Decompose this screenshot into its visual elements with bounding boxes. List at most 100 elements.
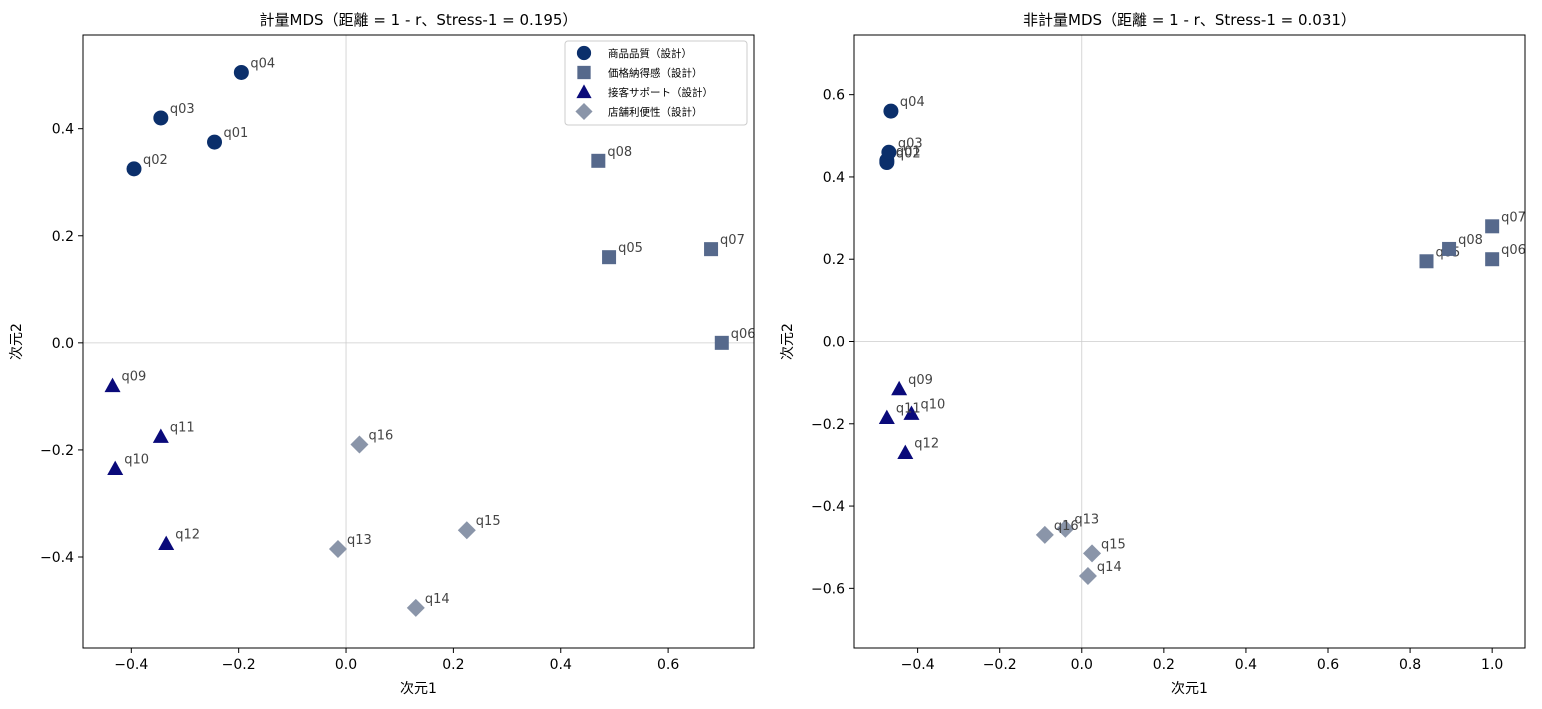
- data-point-q14: [406, 598, 425, 617]
- data-point-q09: [104, 377, 121, 393]
- data-point-q03: [881, 144, 897, 160]
- data-point-q04: [233, 64, 249, 80]
- x-tick-label: −0.4: [114, 657, 148, 673]
- chart-title: 計量MDS（距離 = 1 - r、Stress-1 = 0.195）: [260, 11, 578, 29]
- point-label-q03: q03: [898, 136, 923, 151]
- x-tick-label: 0.4: [550, 657, 572, 673]
- data-point-q16: [1035, 525, 1054, 544]
- y-tick-label: 0.2: [823, 252, 845, 268]
- x-tick-label: 0.0: [335, 657, 357, 673]
- data-point-q10: [107, 460, 124, 476]
- x-axis-label: 次元1: [400, 681, 437, 697]
- point-label-q15: q15: [1101, 537, 1126, 552]
- data-point-q02: [126, 161, 142, 177]
- point-label-q08: q08: [1458, 233, 1483, 248]
- data-point-q08: [591, 153, 606, 168]
- y-tick-label: 0.0: [52, 336, 74, 352]
- data-point-q14: [1078, 567, 1097, 586]
- point-label-q10: q10: [920, 397, 945, 412]
- data-point-q11: [878, 409, 895, 425]
- point-label-q04: q04: [250, 56, 275, 71]
- point-label-q11: q11: [896, 402, 921, 417]
- data-point-q06: [714, 335, 729, 350]
- mds-panel-2: −0.4 −0.2 0.0 0.2 0.4 0.6 0.8 1.0 −0.6 −0.4 −0.2 0.…: [780, 11, 1526, 697]
- y-tick-label: −0.4: [40, 550, 74, 566]
- point-label-q14: q14: [425, 592, 450, 607]
- point-label-q02: q02: [896, 147, 921, 162]
- point-label-q13: q13: [1074, 513, 1099, 528]
- x-tick-label: 0.0: [1071, 657, 1093, 673]
- data-point-q08: [1442, 241, 1457, 256]
- point-label-q09: q09: [908, 373, 933, 388]
- y-tick-label: 0.2: [52, 229, 74, 245]
- point-label-q12: q12: [175, 528, 200, 543]
- data-point-q01: [207, 134, 223, 150]
- point-label-q07: q07: [1501, 210, 1526, 225]
- point-label-q06: q06: [1501, 243, 1526, 258]
- y-tick-label: 0.4: [52, 122, 74, 138]
- point-label-q04: q04: [900, 95, 925, 110]
- point-label-q12: q12: [914, 437, 939, 452]
- x-axis-label: 次元1: [1171, 681, 1208, 697]
- data-point-q15: [457, 521, 476, 540]
- x-tick-label: 0.6: [657, 657, 679, 673]
- point-label-q16: q16: [368, 429, 393, 444]
- legend-entry-4: 店舗利便性（設計）: [608, 106, 703, 119]
- data-point-q05: [1419, 254, 1434, 269]
- x-tick-label: 1.0: [1481, 657, 1503, 673]
- x-tick-label: 0.4: [1235, 657, 1257, 673]
- x-tick-label: −0.2: [222, 657, 256, 673]
- y-tick-label: −0.4: [811, 499, 845, 515]
- data-point-q06: [1485, 252, 1500, 267]
- x-tick-label: −0.2: [983, 657, 1017, 673]
- point-label-q10: q10: [124, 453, 149, 468]
- data-point-q05: [602, 250, 617, 265]
- data-point-q12: [897, 444, 914, 459]
- data-point-q07: [1485, 219, 1500, 234]
- y-tick-label: 0.0: [823, 335, 845, 351]
- point-label-q01: q01: [224, 126, 249, 141]
- data-point-q11: [152, 428, 169, 443]
- y-axis-label: 次元2: [9, 323, 25, 360]
- legend-marker-3: [576, 84, 592, 99]
- chart-title: 非計量MDS（距離 = 1 - r、Stress-1 = 0.031）: [1023, 11, 1356, 29]
- y-tick-label: 0.6: [823, 88, 845, 104]
- point-label-q15: q15: [476, 514, 501, 529]
- legend-box: [564, 40, 748, 126]
- point-label-q07: q07: [720, 233, 745, 248]
- point-label-q02: q02: [143, 153, 168, 168]
- data-point-q13: [1056, 519, 1075, 538]
- y-tick-label: −0.2: [811, 417, 845, 433]
- x-tick-label: 0.2: [442, 657, 464, 673]
- legend-marker-4: [575, 102, 593, 121]
- plot-frame: [853, 34, 1526, 649]
- x-tick-label: 0.2: [1153, 657, 1175, 673]
- x-tick-label: 0.8: [1399, 657, 1421, 673]
- point-label-q06: q06: [731, 327, 756, 342]
- data-point-q15: [1083, 544, 1102, 563]
- data-point-q13: [328, 539, 347, 558]
- point-label-q11: q11: [170, 421, 195, 436]
- y-axis-label: 次元2: [780, 323, 796, 360]
- x-tick-label: −0.4: [901, 657, 935, 673]
- point-label-q09: q09: [122, 370, 147, 385]
- data-point-q12: [158, 535, 175, 551]
- point-label-q05: q05: [618, 241, 643, 256]
- data-point-q16: [350, 435, 369, 454]
- y-tick-label: −0.6: [811, 581, 845, 597]
- point-label-q03: q03: [170, 102, 195, 117]
- data-point-q10: [903, 405, 920, 420]
- legend-marker-2: [577, 65, 591, 80]
- data-point-q07: [704, 242, 719, 257]
- data-point-q04: [883, 103, 899, 119]
- legend-entry-2: 価格納得感（設計）: [608, 67, 703, 80]
- plot-frame: [82, 34, 755, 649]
- y-tick-label: 0.4: [823, 170, 845, 186]
- y-tick-label: −0.2: [40, 443, 74, 459]
- point-label-q14: q14: [1097, 560, 1122, 575]
- data-point-q09: [891, 380, 908, 396]
- legend-entry-1: 商品品質（設計）: [608, 47, 692, 60]
- mds-panel-1: −0.4 −0.2 0.0 0.2 0.4 0.6 −0.4 −0.2 0.0 0.2 0.4 q01…: [9, 11, 756, 697]
- x-tick-label: 0.6: [1317, 657, 1339, 673]
